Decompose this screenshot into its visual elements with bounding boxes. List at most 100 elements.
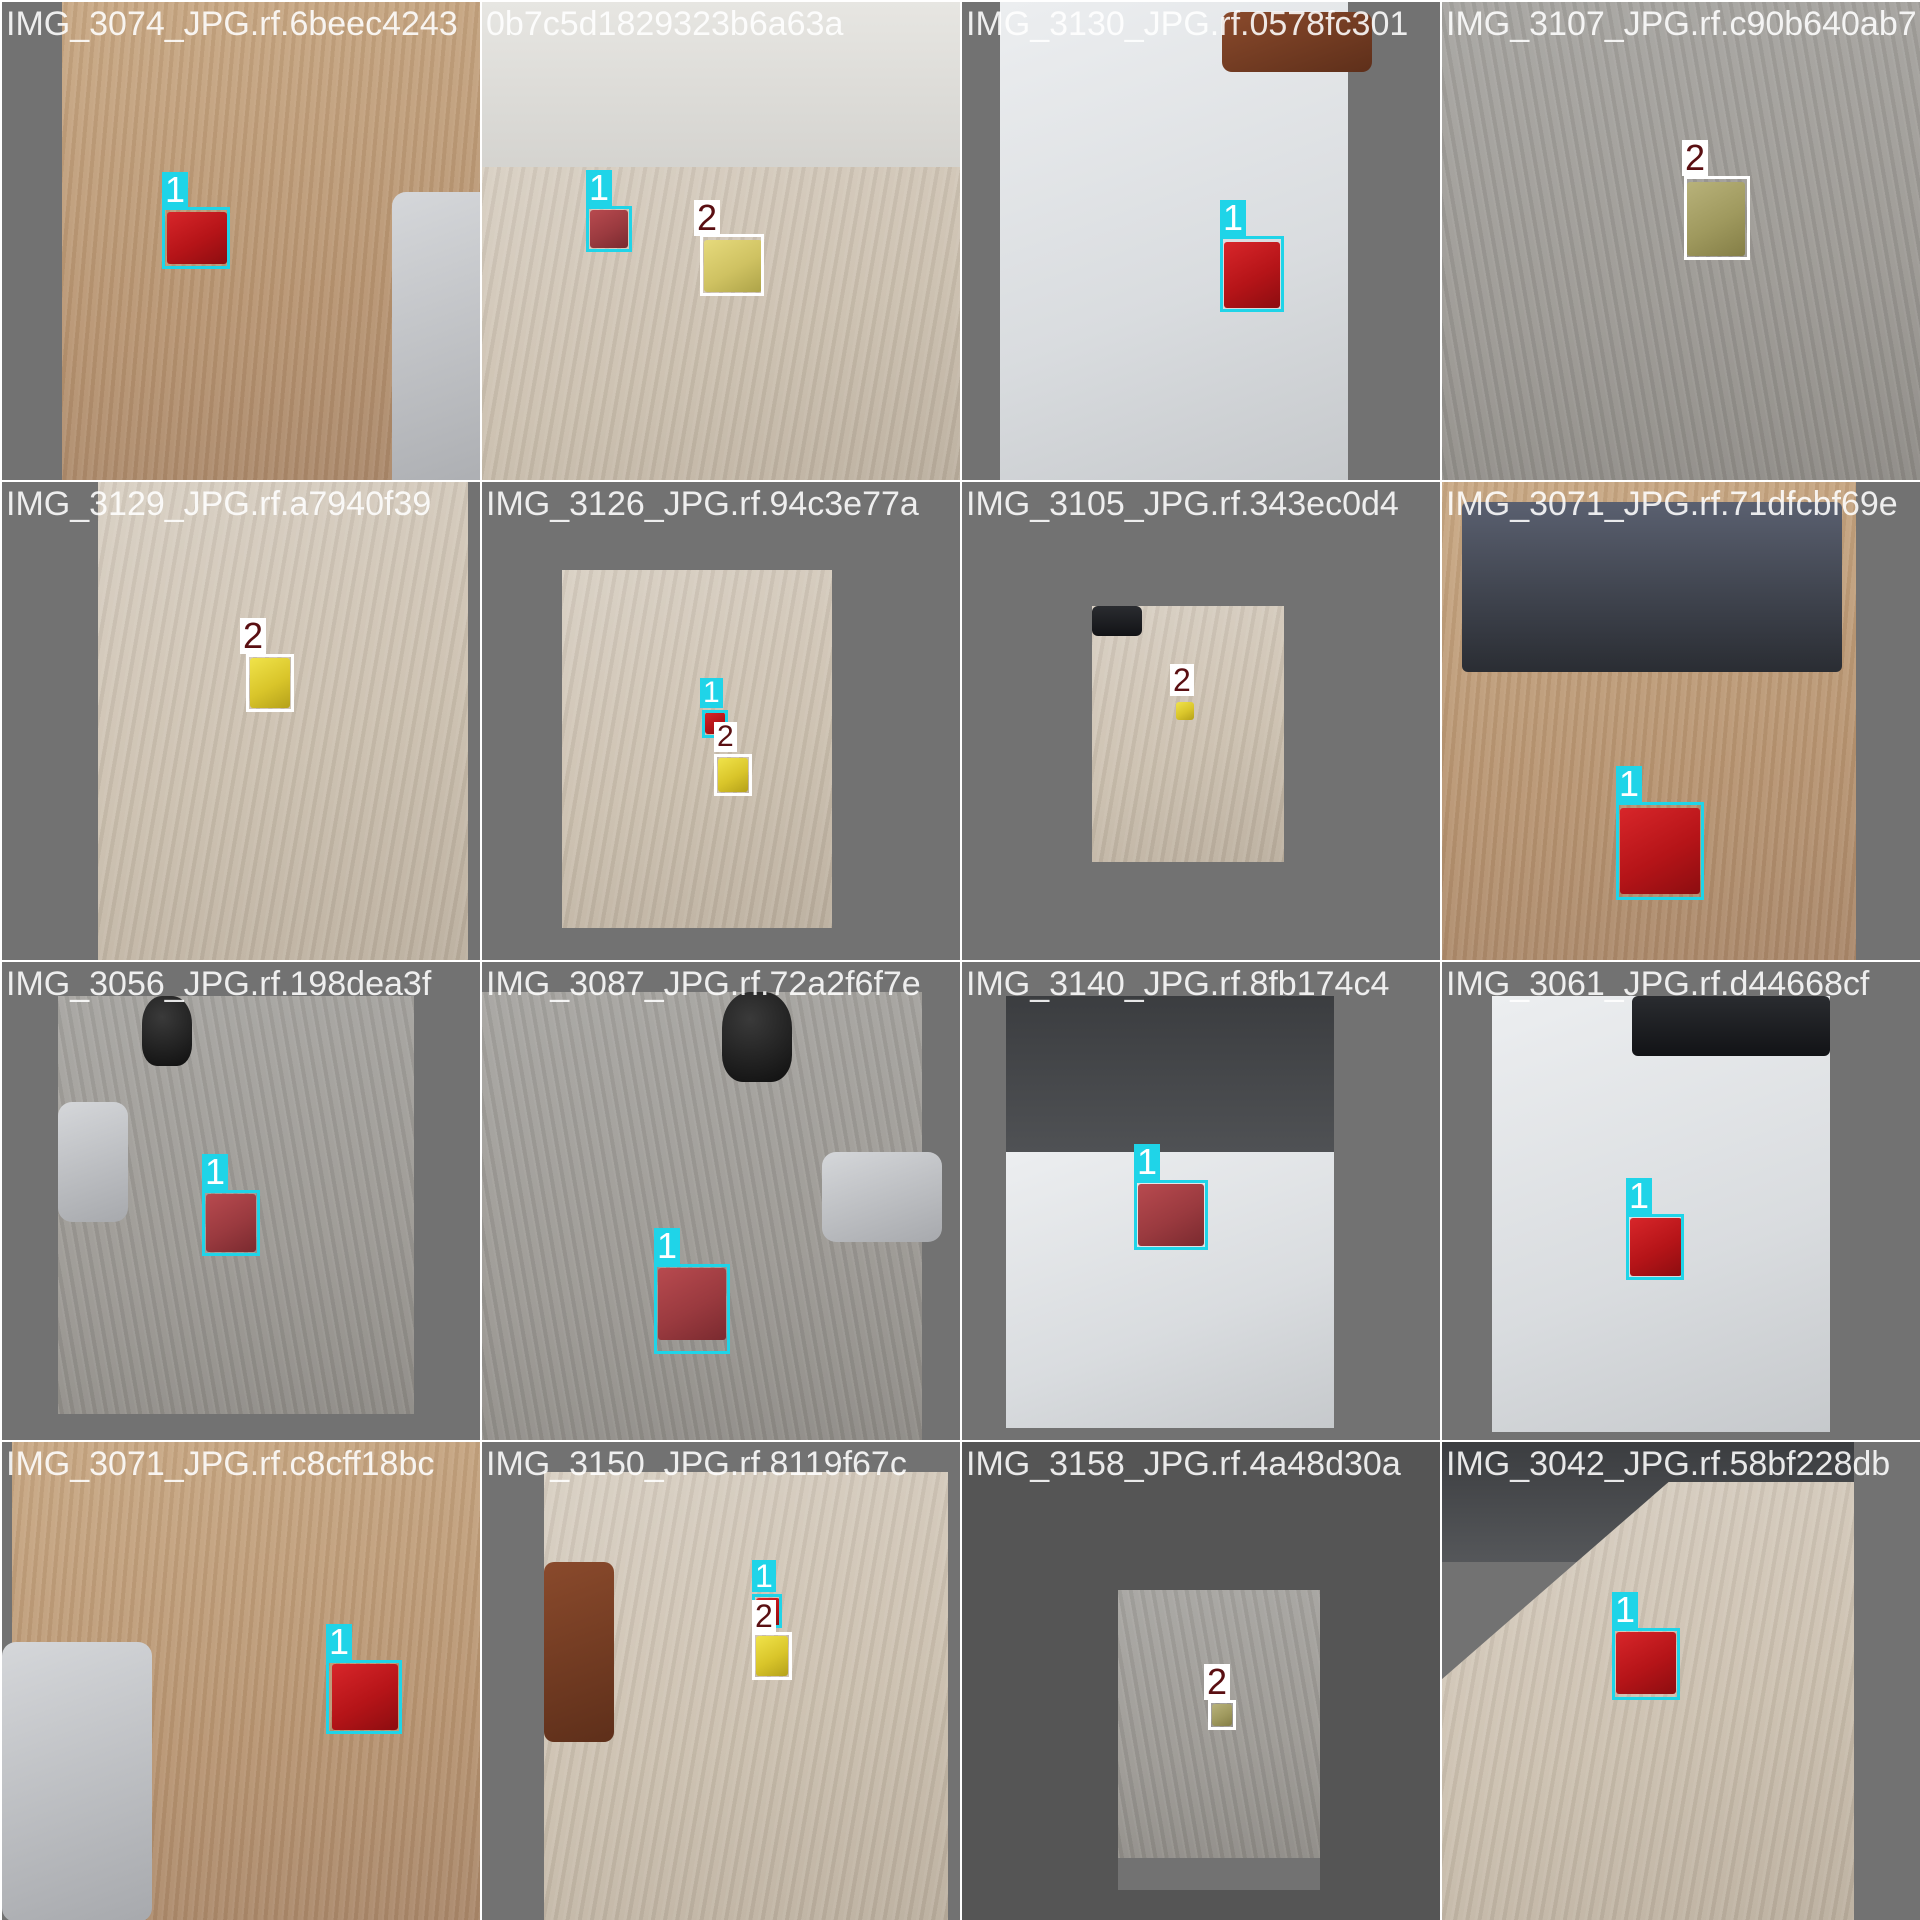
tile-filename: IMG_3087_JPG.rf.72a2f6f7e <box>486 965 921 1003</box>
detection-label: 1 <box>586 170 613 206</box>
tile: 1 IMG_3056_JPG.rf.198dea3f <box>2 962 480 1440</box>
cube <box>206 1194 256 1252</box>
tile-filename: IMG_3107_JPG.rf.c90b640ab7 <box>1446 5 1917 43</box>
tile-filename: 0b7c5d1829323b6a63a <box>486 5 844 43</box>
leather-pad <box>544 1562 614 1742</box>
tile: 1 2 0b7c5d1829323b6a63a <box>482 2 960 480</box>
bounding-box <box>1134 1180 1208 1250</box>
detection-label: 1 <box>162 172 189 208</box>
bounding-box <box>1208 1700 1236 1730</box>
tile-photo <box>1092 606 1284 862</box>
detection-label: 2 <box>1170 664 1194 696</box>
detection-label: 1 <box>1626 1178 1653 1214</box>
cube <box>332 1664 398 1730</box>
cube <box>590 210 628 248</box>
tile-filename: IMG_3150_JPG.rf.8119f67c <box>486 1445 907 1483</box>
tile: 1 2 IMG_3150_JPG.rf.8119f67c <box>482 1442 960 1920</box>
tile-filename: IMG_3061_JPG.rf.d44668cf <box>1446 965 1870 1003</box>
bounding-box <box>1616 802 1704 900</box>
cube <box>1687 182 1745 256</box>
bounding-box <box>162 207 230 269</box>
detection-label: 2 <box>752 1600 776 1632</box>
cube <box>1224 242 1280 308</box>
tile: 1 IMG_3071_JPG.rf.71dfcbf69e <box>1442 482 1920 960</box>
bounding-box <box>1220 236 1284 312</box>
bounding-box <box>752 1632 792 1680</box>
tile: 1 2 IMG_3126_JPG.rf.94c3e77a <box>482 482 960 960</box>
bounding-box <box>1684 176 1750 260</box>
tile: 1 IMG_3042_JPG.rf.58bf228db <box>1442 1442 1920 1920</box>
cube <box>1620 808 1700 894</box>
detection-label: 1 <box>654 1228 681 1264</box>
tile-filename: IMG_3074_JPG.rf.6beec4243 <box>6 5 458 43</box>
cube <box>250 658 290 708</box>
cube <box>1616 1632 1676 1694</box>
tile: 1 IMG_3130_JPG.rf.0578fc301 <box>962 2 1440 480</box>
detection-label: 2 <box>1204 1664 1231 1700</box>
detection-label: 1 <box>202 1154 229 1190</box>
laptop <box>1092 606 1142 636</box>
tile-filename: IMG_3056_JPG.rf.198dea3f <box>6 965 432 1003</box>
detection-label: 1 <box>1134 1144 1161 1180</box>
tile-filename: IMG_3071_JPG.rf.71dfcbf69e <box>1446 485 1898 523</box>
tile: 2 IMG_3107_JPG.rf.c90b640ab7 <box>1442 2 1920 480</box>
detection-label: 2 <box>714 722 737 752</box>
cube <box>756 1636 788 1676</box>
bounding-box <box>1626 1214 1684 1280</box>
laptop <box>1462 502 1842 672</box>
tile: 1 IMG_3087_JPG.rf.72a2f6f7e <box>482 962 960 1440</box>
detection-label: 1 <box>1612 1592 1639 1628</box>
tile-photo <box>98 482 468 960</box>
laptop <box>392 192 480 480</box>
tile-filename: IMG_3140_JPG.rf.8fb174c4 <box>966 965 1390 1003</box>
detection-label: 1 <box>700 678 723 708</box>
tile: 1 IMG_3140_JPG.rf.8fb174c4 <box>962 962 1440 1440</box>
detection-label: 2 <box>694 200 721 236</box>
cube <box>1138 1184 1204 1246</box>
tile-photo <box>482 167 960 480</box>
bounding-box <box>700 234 764 296</box>
detection-label: 2 <box>1682 140 1709 176</box>
bounding-box <box>586 206 632 252</box>
cube <box>658 1268 726 1340</box>
leather-pad <box>1222 12 1372 72</box>
cube <box>1212 1704 1232 1726</box>
detection-label: 1 <box>326 1624 353 1660</box>
bottle <box>722 992 792 1082</box>
cube <box>704 240 762 292</box>
laptop <box>1632 996 1830 1056</box>
detection-label: 1 <box>752 1560 776 1592</box>
tile-filename: IMG_3126_JPG.rf.94c3e77a <box>486 485 919 523</box>
tile-filename: IMG_3158_JPG.rf.4a48d30a <box>966 1445 1401 1483</box>
detection-label: 1 <box>1220 200 1247 236</box>
tile-photo <box>1000 2 1348 480</box>
detection-label: 2 <box>240 618 267 654</box>
bounding-box <box>326 1660 402 1734</box>
laptop <box>58 1102 128 1222</box>
tile-filename: IMG_3105_JPG.rf.343ec0d4 <box>966 485 1399 523</box>
wall <box>482 2 960 172</box>
tile: 2 IMG_3158_JPG.rf.4a48d30a <box>962 1442 1440 1920</box>
cube <box>167 212 227 264</box>
tile: 2 IMG_3105_JPG.rf.343ec0d4 <box>962 482 1440 960</box>
detection-label: 1 <box>1616 766 1643 802</box>
tile-filename: IMG_3130_JPG.rf.0578fc301 <box>966 5 1409 43</box>
bottle <box>142 996 192 1066</box>
tile: 1 IMG_3071_JPG.rf.c8cff18bc <box>2 1442 480 1920</box>
tile: 2 IMG_3129_JPG.rf.a7940f39 <box>2 482 480 960</box>
tile: 1 IMG_3074_JPG.rf.6beec4243 <box>2 2 480 480</box>
bounding-box <box>654 1264 730 1354</box>
cube <box>1630 1218 1682 1276</box>
bounding-box <box>1612 1628 1680 1700</box>
tile-photo <box>562 570 832 928</box>
tile-filename: IMG_3042_JPG.rf.58bf228db <box>1446 1445 1891 1483</box>
tile-photo <box>1442 2 1920 480</box>
laptop <box>822 1152 942 1242</box>
tile-filename: IMG_3071_JPG.rf.c8cff18bc <box>6 1445 435 1483</box>
bounding-box <box>246 654 294 712</box>
tile: 1 IMG_3061_JPG.rf.d44668cf <box>1442 962 1920 1440</box>
bounding-box <box>714 754 752 796</box>
cube <box>1176 702 1194 720</box>
laptop <box>2 1642 152 1920</box>
